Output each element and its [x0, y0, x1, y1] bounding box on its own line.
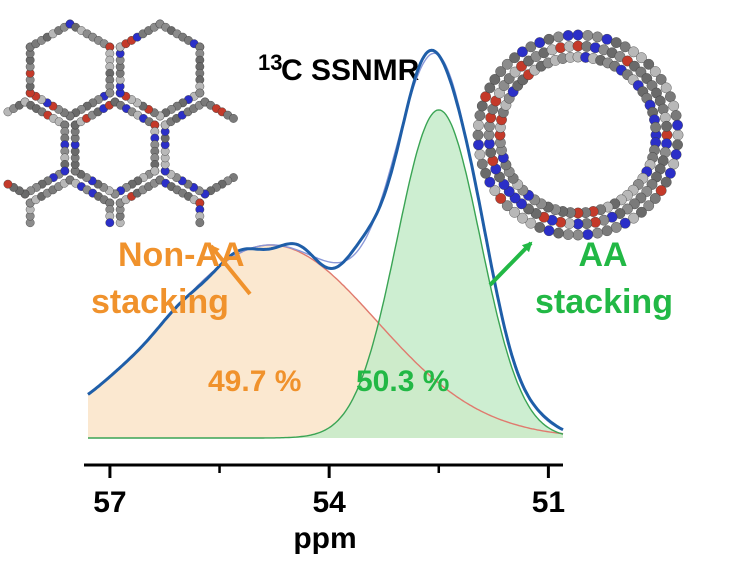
- x-tick-label-54: 54: [312, 486, 346, 519]
- atom: [473, 139, 484, 151]
- aa-arrow: [488, 241, 533, 287]
- plot-area: [87, 48, 564, 439]
- non-aa-percent-label: 49.7 %: [208, 365, 301, 398]
- atom: [525, 217, 537, 229]
- atom: [668, 100, 680, 112]
- atom: [643, 200, 655, 212]
- atom: [484, 82, 496, 94]
- non-aa-label-line1: Non-AA: [118, 236, 245, 274]
- aa-percent-label: 50.3 %: [356, 365, 449, 398]
- atom: [517, 212, 528, 224]
- atom: [472, 129, 484, 141]
- atom: [476, 158, 488, 170]
- x-tick-label-57: 57: [93, 486, 126, 519]
- atom: [672, 139, 683, 151]
- atom: [489, 74, 501, 85]
- non-aa-arrow: [209, 244, 252, 296]
- atom: [610, 221, 622, 233]
- atom: [60, 166, 70, 176]
- atom: [601, 33, 613, 45]
- atom: [489, 185, 501, 196]
- atom: [628, 212, 639, 224]
- atom: [650, 121, 662, 133]
- atom: [484, 176, 496, 188]
- atom: [543, 33, 555, 45]
- atom: [534, 37, 546, 49]
- atom: [517, 46, 528, 58]
- x-tick-label-51: 51: [532, 486, 565, 519]
- atom: [474, 110, 486, 121]
- atom: [501, 200, 513, 212]
- atom: [643, 58, 655, 70]
- chart-title: C SSNMR: [281, 54, 420, 87]
- aa-structure-image: [472, 29, 684, 241]
- atom: [150, 166, 160, 176]
- atom: [562, 30, 574, 41]
- aa-area: [88, 109, 563, 439]
- atom: [655, 185, 667, 196]
- atom: [553, 31, 564, 43]
- atom: [473, 119, 484, 131]
- atom: [509, 52, 520, 64]
- atom: [660, 82, 672, 94]
- atom: [664, 167, 676, 179]
- atom: [474, 149, 486, 160]
- atom: [670, 149, 682, 160]
- atom: [660, 176, 672, 188]
- x-axis-label: ppm: [293, 522, 356, 555]
- x-axis: 57 54 51: [84, 463, 565, 519]
- atom: [229, 114, 238, 123]
- atom: [628, 46, 639, 58]
- experimental-spectrum: [87, 48, 564, 432]
- atom: [592, 31, 603, 43]
- atom: [562, 229, 574, 240]
- atom: [649, 193, 661, 204]
- atom: [636, 52, 647, 64]
- atom: [480, 167, 492, 179]
- atom: [582, 30, 594, 41]
- atom: [649, 66, 661, 77]
- atom: [668, 158, 680, 170]
- atom: [661, 120, 672, 132]
- title-superscript: 13: [258, 50, 282, 75]
- atom: [480, 91, 492, 103]
- atom: [610, 37, 622, 49]
- atom: [495, 193, 507, 204]
- atom: [619, 217, 631, 229]
- non-aa-structure-image: [3, 19, 238, 228]
- atom: [3, 179, 13, 189]
- atom: [495, 66, 507, 77]
- atom: [509, 206, 520, 218]
- aa-label-line2: stacking: [535, 283, 673, 321]
- atom: [572, 29, 584, 41]
- atom: [664, 91, 676, 103]
- atom: [501, 58, 513, 70]
- atom: [105, 218, 115, 228]
- atom: [553, 227, 564, 239]
- atom: [105, 88, 115, 98]
- atom: [195, 218, 205, 228]
- atom: [476, 100, 488, 112]
- atom: [543, 225, 555, 237]
- aa-fit-line: [88, 109, 564, 439]
- atom: [672, 129, 684, 141]
- atom: [601, 225, 613, 237]
- atom: [195, 88, 205, 98]
- non-aa-label-line2: stacking: [91, 283, 229, 321]
- atom: [670, 110, 682, 121]
- atom: [636, 206, 647, 218]
- atom: [672, 119, 683, 131]
- atom: [534, 221, 546, 233]
- aa-label-line1: AA: [578, 236, 627, 274]
- atom: [619, 41, 631, 53]
- atom: [525, 41, 537, 53]
- atom: [655, 74, 667, 85]
